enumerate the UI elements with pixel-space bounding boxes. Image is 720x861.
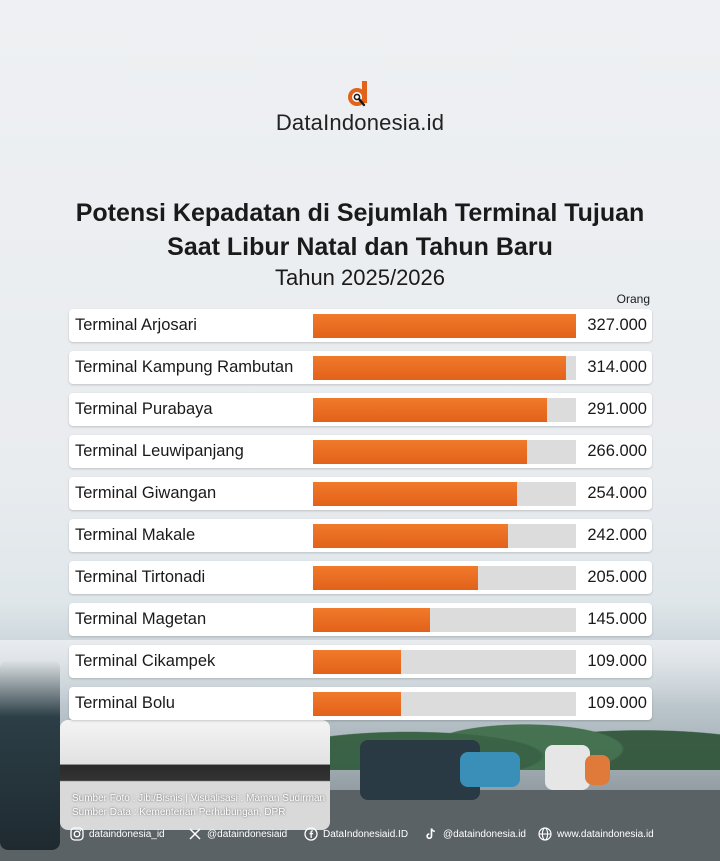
bar <box>313 692 401 716</box>
chart-title: Potensi Kepadatan di Sejumlah Terminal T… <box>0 196 720 264</box>
footer-facebook[interactable]: DataIndonesiaid.ID <box>304 826 408 842</box>
bar <box>313 608 430 632</box>
facebook-handle: DataIndonesiaid.ID <box>323 828 409 840</box>
bar-row: Terminal Giwangan 254.000 <box>69 477 652 510</box>
bar <box>313 314 576 338</box>
bar-category-label: Terminal Leuwipanjang <box>75 442 244 460</box>
logo <box>0 80 720 117</box>
photo-bus-white <box>545 745 590 790</box>
bar-track <box>313 314 576 338</box>
bar-category-label: Terminal Purabaya <box>75 400 213 418</box>
bar-track <box>313 398 576 422</box>
bar-category-label: Terminal Kampung Rambutan <box>75 358 294 376</box>
photo-bus-orange <box>585 755 610 785</box>
bar-value-label: 254.000 <box>587 484 647 502</box>
footer-website[interactable]: www.dataindonesia.id <box>538 826 654 842</box>
chart-title-line2: Saat Libur Natal dan Tahun Baru <box>167 233 553 261</box>
chart-subtitle: Tahun 2025/2026 <box>274 265 446 290</box>
credits-photo: Sumber Foto : Jibi/Bisnis | Visualisasi … <box>72 793 326 804</box>
bar-row: Terminal Arjosari 327.000 <box>69 309 652 342</box>
bar-value-label: 291.000 <box>587 400 647 418</box>
photo-bus-main <box>60 720 330 830</box>
bar-track <box>313 692 576 716</box>
website-url: www.dataindonesia.id <box>557 828 654 840</box>
bar-value-label: 109.000 <box>587 694 647 712</box>
bar-row: Terminal Kampung Rambutan 314.000 <box>69 351 652 384</box>
credits-data: Sumber Data : Kementerian Perhubungan, D… <box>72 807 286 818</box>
bar-category-label: Terminal Giwangan <box>75 484 217 502</box>
bar-category-label: Terminal Cikampek <box>75 652 216 670</box>
bar-value-label: 205.000 <box>587 568 647 586</box>
bar <box>313 482 517 506</box>
bar-track <box>313 566 576 590</box>
bar <box>313 356 566 380</box>
globe-icon <box>538 827 552 841</box>
footer-instagram[interactable]: dataindonesia_id <box>70 826 165 842</box>
bar-track <box>313 608 576 632</box>
bar <box>313 440 527 464</box>
bar-value-label: 327.000 <box>587 316 647 334</box>
bar-row: Terminal Magetan 145.000 <box>69 603 652 636</box>
bar-value-label: 109.000 <box>587 652 647 670</box>
bar <box>313 524 508 548</box>
x-icon <box>188 827 202 841</box>
bar-value-label: 266.000 <box>587 442 647 460</box>
bar-value-label: 145.000 <box>587 610 647 628</box>
unit-label: Orang <box>616 292 650 306</box>
bar-value-label: 314.000 <box>587 358 647 376</box>
chart-title-line1: Potensi Kepadatan di Sejumlah Terminal T… <box>75 199 645 227</box>
instagram-handle: dataindonesia_id <box>89 828 165 840</box>
tiktok-icon <box>424 827 438 841</box>
brand-name: DataIndonesia.id <box>275 110 445 135</box>
photo-bus-blue <box>460 752 520 787</box>
bar-row: Terminal Tirtonadi 205.000 <box>69 561 652 594</box>
dataindonesia-logo-icon <box>345 80 375 112</box>
facebook-icon <box>304 827 318 841</box>
bar-category-label: Terminal Arjosari <box>75 316 197 334</box>
bar <box>313 398 547 422</box>
bar-category-label: Terminal Magetan <box>75 610 207 628</box>
bar-row: Terminal Cikampek 109.000 <box>69 645 652 678</box>
bar-track <box>313 524 576 548</box>
bar-track <box>313 440 576 464</box>
photo-bus-left <box>0 660 60 850</box>
bar-track <box>313 356 576 380</box>
tiktok-handle: @dataindonesia.id <box>443 828 526 840</box>
bar-category-label: Terminal Tirtonadi <box>75 568 206 586</box>
bar <box>313 650 401 674</box>
bar-category-label: Terminal Makale <box>75 526 196 544</box>
bar-row: Terminal Bolu 109.000 <box>69 687 652 720</box>
bar-value-label: 242.000 <box>587 526 647 544</box>
footer-x[interactable]: @dataindonesiaid <box>188 826 287 842</box>
bar-row: Terminal Leuwipanjang 266.000 <box>69 435 652 468</box>
footer-tiktok[interactable]: @dataindonesia.id <box>424 826 526 842</box>
credits: Sumber Foto : Jibi/Bisnis | Visualisasi … <box>72 792 325 820</box>
bar-track <box>313 482 576 506</box>
x-handle: @dataindonesiaid <box>207 828 288 840</box>
bar-row: Terminal Makale 242.000 <box>69 519 652 552</box>
bar-category-label: Terminal Bolu <box>75 694 175 712</box>
instagram-icon <box>70 827 84 841</box>
bar <box>313 566 478 590</box>
bar-row: Terminal Purabaya 291.000 <box>69 393 652 426</box>
bar-track <box>313 650 576 674</box>
